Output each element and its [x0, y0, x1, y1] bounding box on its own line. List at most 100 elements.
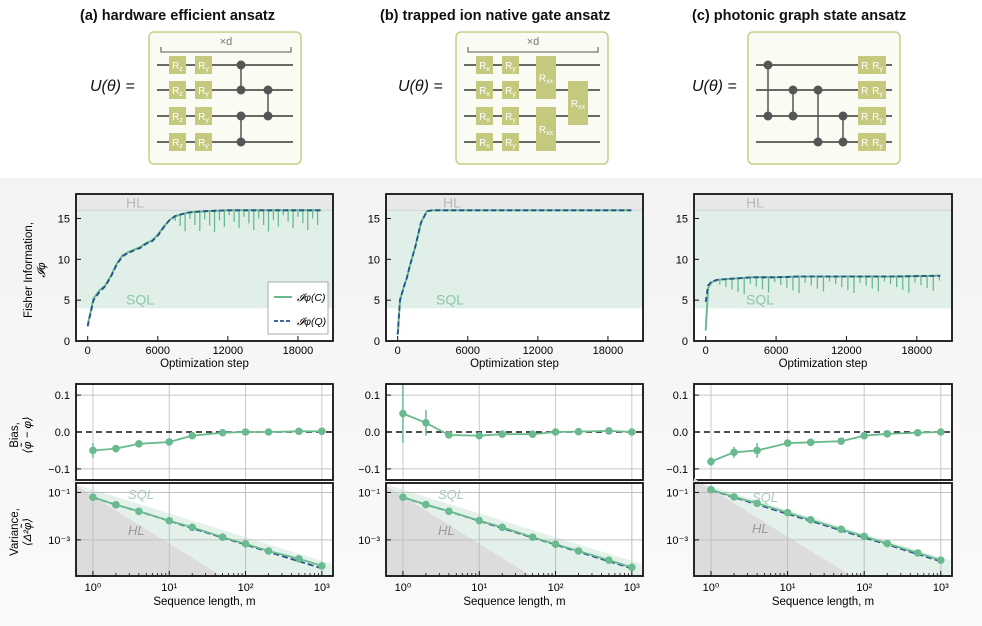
x-tick-label: 10²: [238, 582, 254, 594]
variance-point: [264, 547, 273, 555]
x-tick-label: 6000: [146, 345, 170, 357]
bias-point: [806, 438, 815, 447]
x-tick-label: 12000: [831, 345, 862, 357]
bias-ylabel-1: Bias,: [9, 422, 21, 448]
gate-ry-1-label: Ry: [198, 86, 209, 98]
gate-ry-1-box: [195, 81, 212, 99]
bias-point: [837, 437, 845, 446]
variance-point: [218, 533, 227, 541]
legend-quantum-label: 𝓘φ(Q): [297, 316, 326, 328]
gate-ry-1-label: Ry: [872, 86, 883, 98]
gate-ry-1-box: [502, 81, 519, 99]
gate-rz-1-label: Rz: [172, 86, 183, 98]
x-tick-label: 10⁰: [703, 582, 720, 594]
gate-rz-1-box: [169, 81, 186, 99]
y-tick-label: 0.0: [55, 427, 70, 439]
gate-rz-3-box: [169, 133, 186, 151]
y-tick-label: 10: [676, 254, 688, 266]
legend-classical-label: 𝓘φ(C): [297, 292, 326, 304]
y-tick-label: 5: [374, 295, 380, 307]
cz-dot-4b: [838, 137, 848, 147]
gate-ry-3-label: Ry: [505, 138, 516, 150]
repeat-label: ×d: [220, 36, 233, 48]
variance-point: [528, 533, 537, 541]
variance-point: [241, 540, 250, 548]
gate-rx-2-box: [476, 107, 493, 125]
variance-point: [112, 501, 120, 509]
bias-point: [783, 439, 792, 447]
x-tick-label: 0: [395, 345, 401, 357]
plot-frame: [385, 193, 644, 342]
hl-region: [76, 483, 333, 576]
cz-dot-2a: [236, 111, 246, 121]
y-tick-label: −0.1: [666, 464, 688, 476]
bias-point: [318, 427, 326, 436]
bias-point: [165, 438, 174, 446]
bias-point: [135, 440, 143, 448]
gate-ry-2-box: [195, 107, 212, 125]
bias-point: [422, 418, 430, 427]
bias-point: [574, 427, 583, 436]
y-tick-label: 0.1: [673, 390, 688, 402]
cz-dot-1b: [763, 111, 773, 121]
sql-label: SQL: [128, 487, 154, 502]
x-axis-label: Sequence length, m: [772, 596, 874, 608]
variance-point: [628, 563, 636, 572]
gate-rx-3-box: [476, 133, 493, 151]
x-tick-label: 0: [85, 345, 91, 357]
fi-quantum-line: [396, 209, 632, 335]
variance-point: [913, 549, 922, 557]
fisher-plot-b: HL SQL 0 6000 12000 18000 0 5 10 15 Optimization s…: [368, 193, 644, 370]
bias-point: [218, 428, 227, 437]
bias-plot-a: 0.1 0.0 −0.1: [48, 383, 334, 481]
hl-region: [386, 483, 643, 576]
plot-frame: [693, 482, 953, 577]
gate-rxx-1-box: [536, 56, 556, 99]
gate-ry-1-label: Ry: [505, 86, 516, 98]
variance-point: [574, 547, 583, 555]
y-tick-label: 10⁻¹: [666, 487, 688, 499]
gate-rx-1-label: Rx: [479, 86, 490, 98]
gate-ry-0-box: [869, 56, 886, 74]
y-tick-label: 10: [368, 254, 380, 266]
gate-rxx-3-box: [568, 81, 588, 125]
variance-point: [806, 516, 815, 524]
variance-plot-a: SQL HL 10⁰ 10¹ 10² 10³ 10⁻¹ 10⁻³ Sequence length…: [48, 482, 334, 608]
y-tick-label: 0: [64, 336, 70, 348]
y-tick-label: −0.1: [358, 464, 380, 476]
bias-point: [551, 428, 560, 436]
cz-dot-1a: [763, 60, 773, 70]
variance-point: [295, 554, 303, 563]
hl-region: [386, 194, 643, 211]
y-tick-label: 10⁻³: [666, 535, 688, 547]
sql-label: SQL: [438, 487, 464, 502]
bias-point: [445, 431, 453, 439]
legend-box: [267, 281, 329, 335]
gate-rz-2-label: Rz: [172, 112, 183, 124]
gate-rx-1-box: [476, 81, 493, 99]
variance-point: [605, 556, 613, 564]
x-tick-label: 18000: [902, 345, 933, 357]
fi-ylabel-2: 𝓘φ: [36, 262, 48, 278]
variance-point: [730, 493, 738, 501]
bias-point: [498, 430, 507, 439]
gate-rz-0-box: [169, 56, 186, 74]
gate-rz-0-label: Rz: [172, 61, 183, 73]
unitary-label-b: U(θ) =: [398, 78, 443, 95]
x-tick-label: 0: [703, 345, 709, 357]
plot-frame: [693, 193, 953, 342]
x-tick-label: 10¹: [161, 582, 177, 594]
repeat-bracket: [467, 47, 599, 53]
y-tick-label: 5: [682, 295, 688, 307]
y-tick-label: 0: [682, 336, 688, 348]
unitary-label-a: U(θ) =: [90, 78, 135, 95]
bias-point: [605, 427, 613, 435]
x-axis-label: Optimization step: [779, 358, 868, 370]
y-tick-label: 0.1: [365, 390, 380, 402]
bias-plot-c: 0.1 0.0 −0.1: [666, 383, 953, 481]
gate-ry-2-label: Ry: [872, 112, 883, 124]
hl-label: HL: [746, 194, 764, 210]
